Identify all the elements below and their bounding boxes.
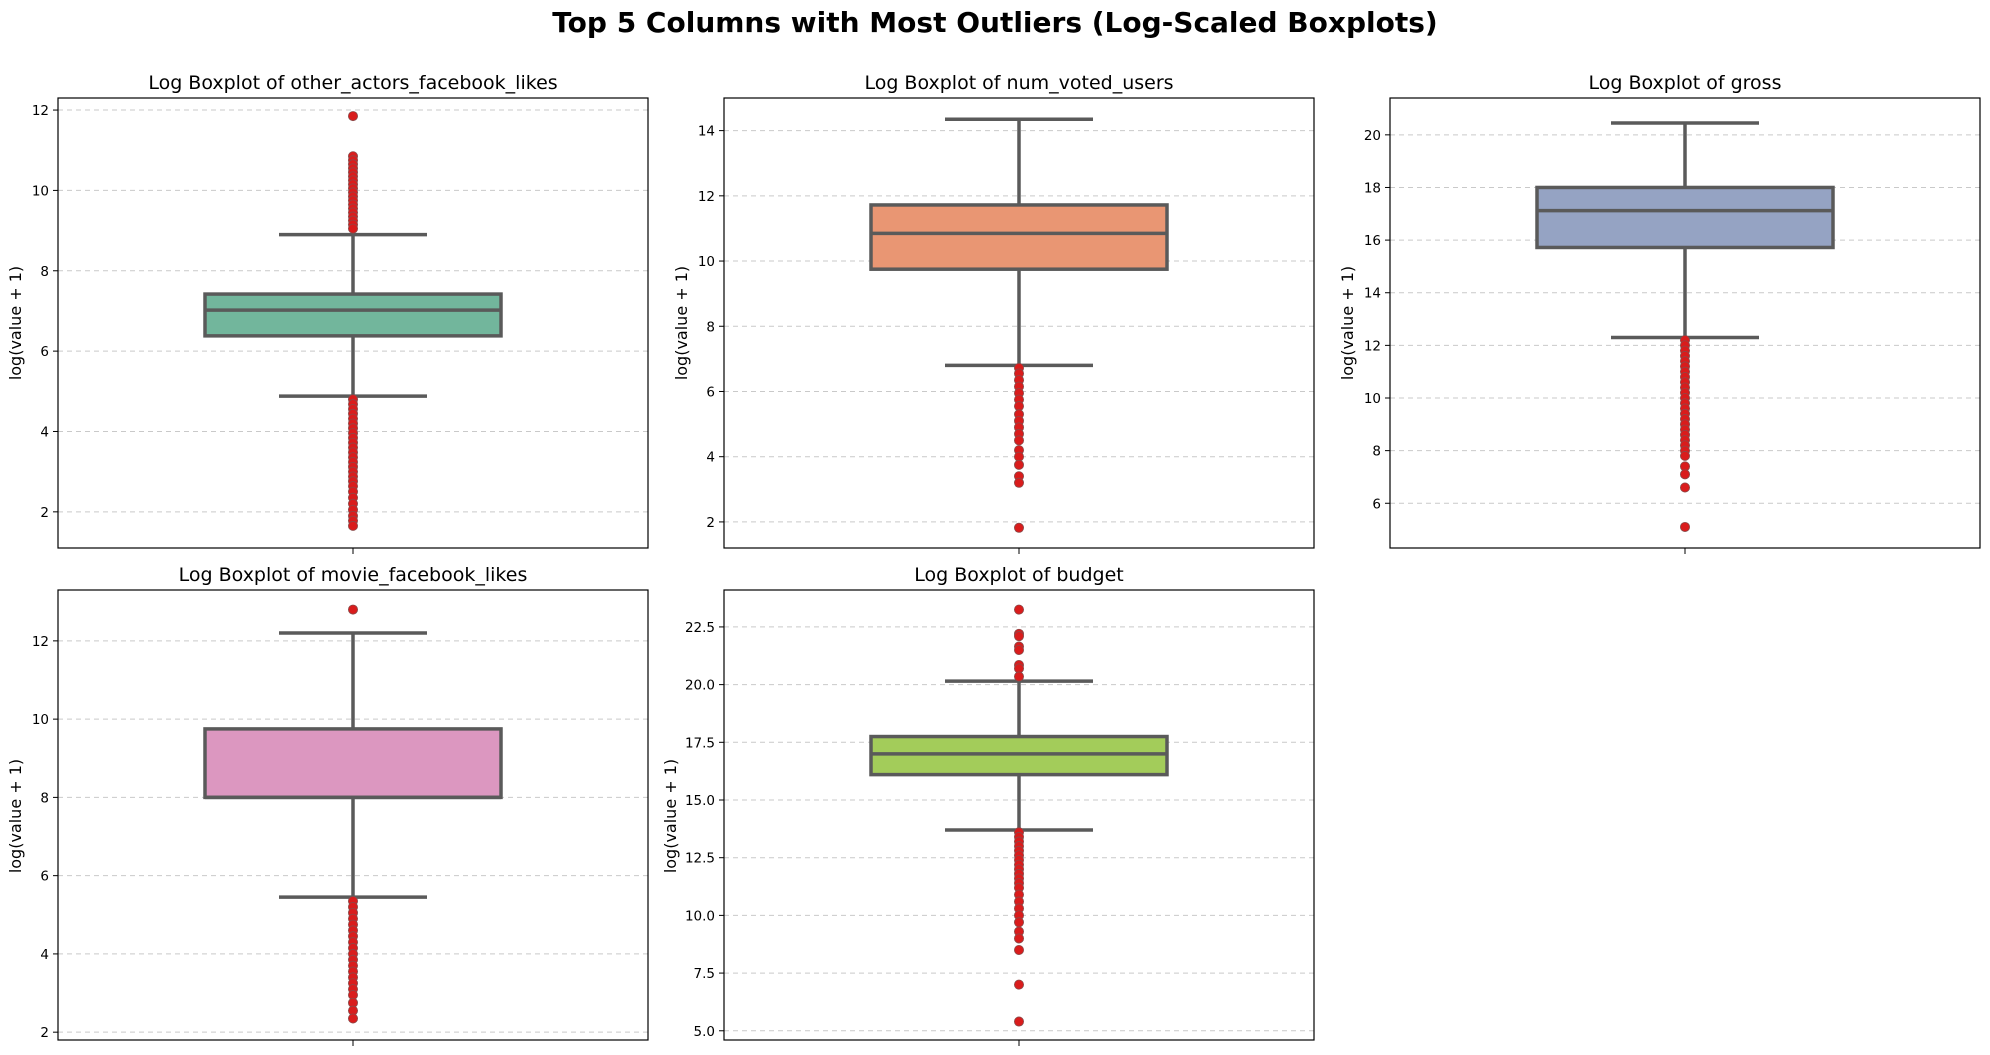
outlier-point: [1680, 469, 1691, 480]
figure-title: Top 5 Columns with Most Outliers (Log-Sc…: [552, 6, 1437, 39]
subplot-4-title: Log Boxplot of movie_facebook_likes: [179, 564, 528, 586]
y-tick-label: 2: [40, 505, 49, 521]
y-tick-label: 12: [698, 189, 715, 205]
y-tick-label: 10: [698, 254, 715, 270]
y-tick-label: 8: [706, 319, 715, 335]
outlier-point: [1014, 631, 1025, 642]
subplot-5: Log Boxplot of budget log(value + 1) 5.0…: [661, 564, 1315, 1046]
y-tick-label: 14: [698, 124, 715, 140]
y-tick-label: 22.5: [685, 620, 715, 636]
subplot-5-plot-area: 5.0 7.5 10.0 12.5 15.0 17.5 20.0 22.5: [685, 589, 1315, 1046]
subplot-5-ylabel: log(value + 1): [661, 759, 680, 873]
y-tick-label: 20: [1364, 128, 1381, 144]
axes-frame: [57, 589, 649, 1041]
y-tick-label: 17.5: [685, 735, 715, 751]
y-tick-label: 20.0: [685, 678, 715, 694]
y-tick-label: 2: [40, 1025, 49, 1041]
outlier-point: [1014, 1016, 1025, 1027]
outlier-point: [1014, 459, 1025, 470]
y-tick-label: 5.0: [694, 1024, 715, 1040]
subplot-1-plot-area: 2 4 6 8 10 12: [32, 97, 649, 554]
subplot-3-title: Log Boxplot of gross: [1589, 72, 1782, 94]
y-tick-label: 10: [1364, 391, 1381, 407]
outlier-point: [1680, 521, 1691, 532]
outlier-point: [347, 520, 358, 531]
iqr-box: [203, 292, 503, 338]
subplot-3-plot-area: 6 8 10 12 14 16 18 20: [1364, 97, 1981, 554]
y-tick-label: 12: [1364, 338, 1381, 354]
y-tick-label: 6: [40, 869, 49, 885]
outlier-point: [1680, 450, 1691, 461]
subplot-2: Log Boxplot of num_voted_users log(value…: [672, 72, 1315, 554]
y-tick-label: 12: [32, 103, 49, 119]
outlier-point: [1014, 933, 1025, 944]
y-tick-label: 10: [32, 712, 49, 728]
subplot-1-ylabel: log(value + 1): [6, 266, 25, 380]
outlier-point: [1014, 645, 1025, 656]
y-tick-label: 2: [706, 515, 715, 531]
subplot-1-title: Log Boxplot of other_actors_facebook_lik…: [148, 72, 557, 94]
subplot-3-ylabel: log(value + 1): [1338, 266, 1357, 380]
subplot-2-plot-area: 2 4 6 8 10 12 14: [698, 97, 1315, 554]
y-tick-label: 8: [40, 264, 49, 280]
outlier-point: [1680, 482, 1691, 493]
subplot-1: Log Boxplot of other_actors_facebook_lik…: [6, 72, 649, 554]
y-tick-label: 4: [40, 947, 49, 963]
iqr-box: [869, 203, 1169, 271]
y-tick-label: 12.5: [685, 851, 715, 867]
subplot-2-ylabel: log(value + 1): [672, 266, 691, 380]
iqr-box: [1535, 185, 1835, 250]
y-tick-label: 6: [706, 384, 715, 400]
y-tick-label: 6: [1372, 496, 1381, 512]
outlier-point: [1014, 522, 1025, 533]
axes-frame: [723, 589, 1315, 1041]
outlier-point: [1014, 477, 1025, 488]
subplot-2-title: Log Boxplot of num_voted_users: [864, 72, 1173, 94]
y-tick-label: 14: [1364, 286, 1381, 302]
subplot-3: Log Boxplot of gross log(value + 1) 6 8 10…: [1338, 72, 1981, 554]
outlier-point: [347, 1013, 358, 1024]
subplot-4-ylabel: log(value + 1): [6, 759, 25, 873]
outlier-point: [1014, 435, 1025, 446]
y-tick-label: 6: [40, 344, 49, 360]
subplot-4-plot-area: 2 4 6 8 10 12: [32, 589, 649, 1046]
axes-frame: [57, 97, 649, 549]
outlier-point: [347, 604, 358, 615]
y-tick-label: 4: [40, 424, 49, 440]
outlier-point: [347, 111, 358, 122]
axes-frame: [1389, 97, 1981, 549]
y-tick-label: 10: [32, 183, 49, 199]
y-tick-label: 12: [32, 634, 49, 650]
subplot-4: Log Boxplot of movie_facebook_likes log(…: [6, 564, 649, 1046]
iqr-box: [203, 727, 503, 800]
outlier-point: [1014, 671, 1025, 682]
axes-frame: [723, 97, 1315, 549]
outlier-point: [347, 223, 358, 234]
y-tick-label: 8: [40, 790, 49, 806]
y-tick-label: 4: [706, 450, 715, 466]
outlier-point: [1014, 979, 1025, 990]
y-tick-label: 15.0: [685, 793, 715, 809]
subplot-5-title: Log Boxplot of budget: [914, 564, 1123, 586]
y-tick-label: 7.5: [694, 966, 715, 982]
outlier-point: [1014, 945, 1025, 956]
outlier-point: [1014, 917, 1025, 928]
y-tick-label: 18: [1364, 180, 1381, 196]
y-tick-label: 10.0: [685, 908, 715, 924]
y-tick-label: 8: [1372, 444, 1381, 460]
outlier-point: [1014, 604, 1025, 615]
y-tick-label: 16: [1364, 233, 1381, 249]
